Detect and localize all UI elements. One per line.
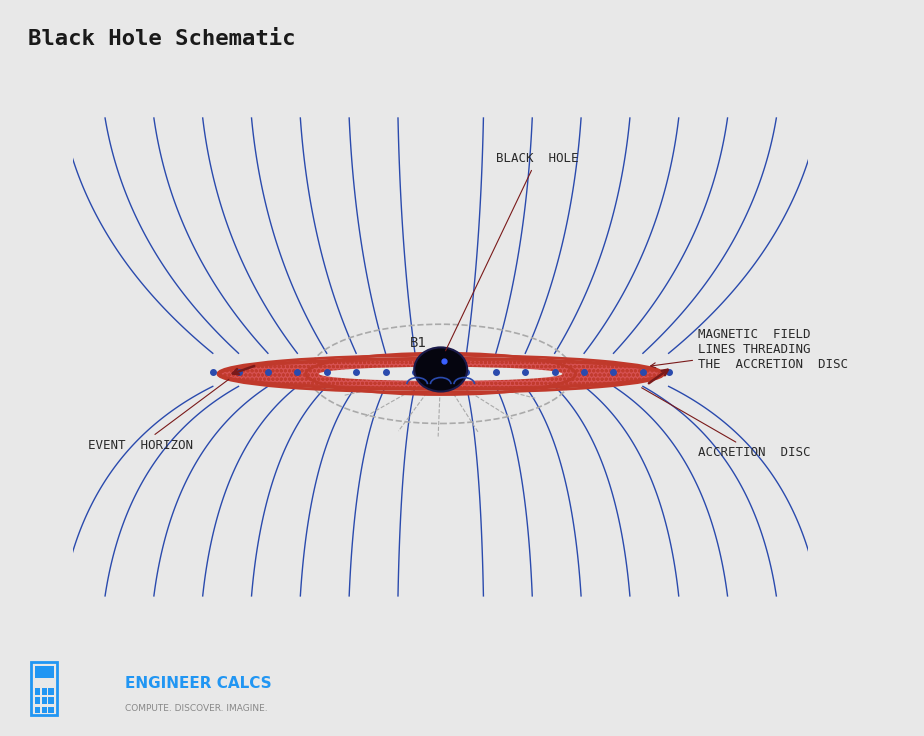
Text: ACCRETION  DISC: ACCRETION DISC bbox=[641, 388, 810, 459]
Bar bbox=[42, 707, 47, 713]
Bar bbox=[35, 698, 41, 704]
Bar bbox=[35, 666, 54, 679]
Text: MAGNETIC  FIELD
LINES THREADING
THE  ACCRETION  DISC: MAGNETIC FIELD LINES THREADING THE ACCRE… bbox=[650, 328, 848, 371]
Bar bbox=[35, 707, 41, 713]
Bar bbox=[42, 698, 47, 704]
Bar bbox=[42, 688, 47, 695]
Bar bbox=[48, 688, 54, 695]
Text: B1: B1 bbox=[410, 336, 427, 350]
Text: ENGINEER CALCS: ENGINEER CALCS bbox=[125, 676, 272, 690]
Bar bbox=[31, 662, 57, 715]
Ellipse shape bbox=[319, 367, 563, 381]
Text: BLACK  HOLE: BLACK HOLE bbox=[445, 152, 578, 351]
Ellipse shape bbox=[220, 360, 662, 388]
Bar bbox=[48, 698, 54, 704]
Bar bbox=[48, 707, 54, 713]
Text: EVENT  HORIZON: EVENT HORIZON bbox=[88, 379, 229, 452]
Ellipse shape bbox=[414, 347, 468, 392]
Text: Black Hole Schematic: Black Hole Schematic bbox=[28, 29, 296, 49]
Text: COMPUTE. DISCOVER. IMAGINE.: COMPUTE. DISCOVER. IMAGINE. bbox=[125, 704, 267, 712]
Bar bbox=[35, 688, 41, 695]
